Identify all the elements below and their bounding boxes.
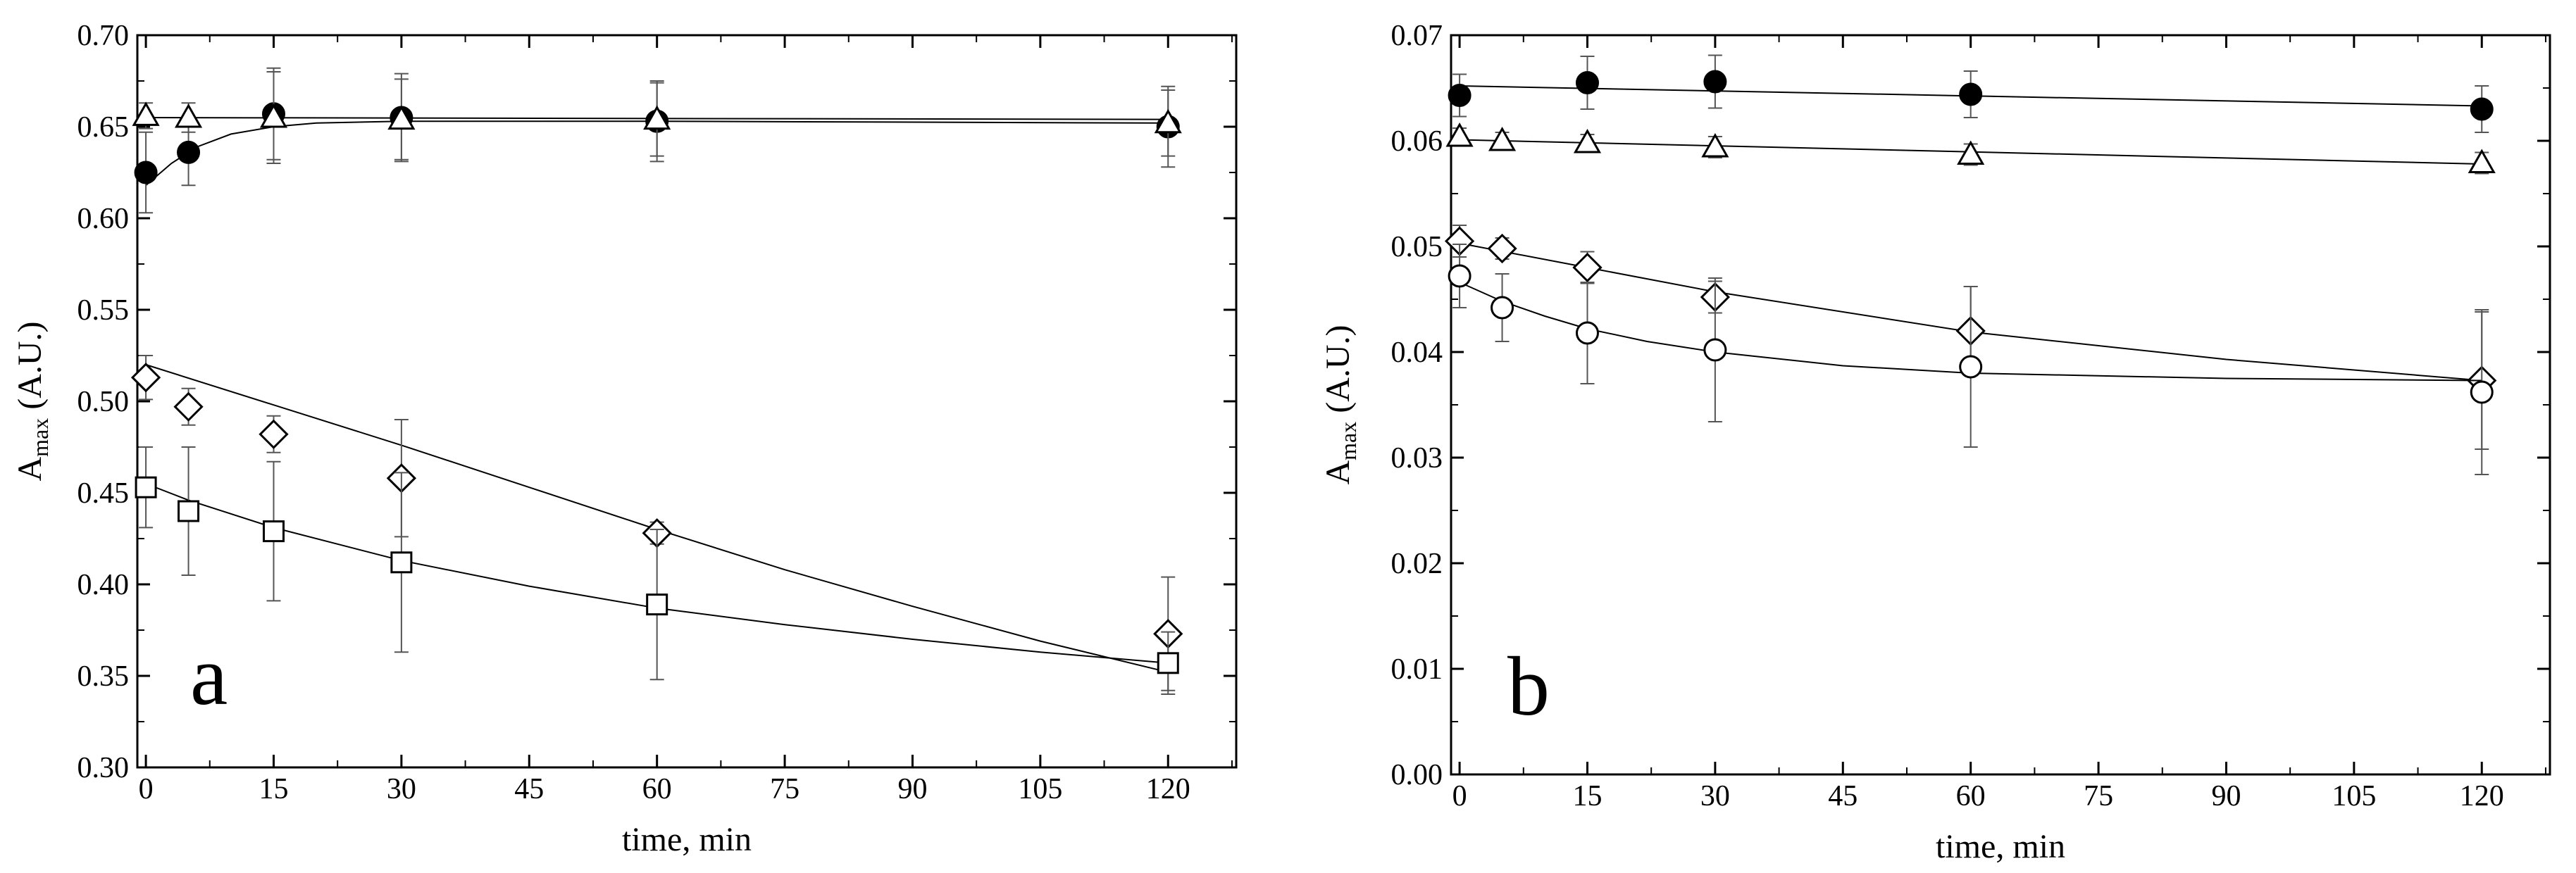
x-axis-title: time, min	[622, 821, 752, 858]
y-tick-label: 0.07	[1391, 20, 1443, 52]
data-point	[2470, 380, 2494, 404]
x-tick-label: 0	[139, 773, 154, 805]
data-point	[1491, 296, 1514, 320]
y-tick-label: 0.03	[1391, 442, 1443, 475]
x-tick-label: 90	[897, 773, 927, 805]
series-3	[135, 446, 1179, 695]
data-point	[1575, 71, 1599, 94]
x-tick-label: 45	[1828, 780, 1858, 812]
fit-curve	[1459, 282, 2482, 382]
data-point	[1703, 70, 1727, 94]
data-point	[130, 363, 161, 393]
panel-label: a	[190, 629, 228, 722]
data-point	[132, 101, 160, 126]
y-tick-label: 0.60	[77, 203, 130, 235]
y-tick-label: 0.70	[77, 20, 130, 52]
series-3	[1448, 244, 2494, 475]
data-point	[1448, 264, 1471, 288]
y-axis-title: Amax (A.U.)	[1319, 325, 1361, 484]
data-point	[2468, 149, 2496, 173]
data-point	[2470, 97, 2494, 121]
y-tick-label: 0.04	[1391, 337, 1443, 369]
data-point	[1448, 84, 1471, 107]
data-point	[259, 103, 288, 128]
x-tick-label: 15	[1572, 780, 1602, 812]
data-point	[1572, 252, 1603, 283]
x-tick-label: 75	[770, 773, 799, 805]
data-point	[1487, 233, 1517, 264]
y-axis-title-subscript: max	[1336, 422, 1361, 460]
data-point	[262, 520, 285, 543]
y-tick-label: 0.06	[1391, 125, 1443, 158]
fit-curve	[1459, 242, 2482, 382]
y-tick-label: 0.40	[77, 569, 130, 601]
y-axis-title-unit: (A.U.)	[1319, 325, 1357, 421]
data-point	[1959, 355, 1983, 379]
y-tick-label: 0.30	[77, 752, 130, 784]
x-tick-label: 30	[387, 773, 416, 805]
fit-curve	[145, 483, 1169, 664]
data-point	[643, 105, 671, 130]
x-tick-label: 120	[1146, 773, 1190, 805]
data-point	[1573, 128, 1602, 153]
series-0	[1448, 54, 2494, 133]
y-axis-title-main: A	[1319, 460, 1357, 485]
x-tick-label: 90	[2211, 780, 2241, 812]
data-point	[1701, 132, 1729, 158]
x-tick-label: 0	[1452, 780, 1467, 812]
series-1	[132, 71, 1182, 164]
data-point	[259, 419, 289, 449]
y-axis-title: Amax (A.U.)	[11, 321, 53, 481]
x-tick-label: 15	[259, 773, 288, 805]
data-point	[1959, 82, 1983, 106]
data-point	[134, 161, 158, 184]
data-point	[1703, 338, 1727, 362]
data-point	[173, 391, 204, 422]
panel-label: b	[1507, 639, 1550, 733]
y-tick-label: 0.02	[1391, 548, 1443, 580]
data-point	[174, 103, 203, 128]
series-1	[1445, 122, 2496, 175]
x-tick-label: 105	[1018, 773, 1062, 805]
y-tick-label: 0.05	[1391, 231, 1443, 263]
y-tick-label: 0.01	[1391, 653, 1443, 686]
y-axis-title-subscript: max	[27, 418, 53, 457]
data-point	[135, 476, 157, 498]
y-tick-label: 0.00	[1391, 759, 1443, 791]
y-tick-label: 0.65	[77, 111, 130, 144]
x-tick-label: 30	[1700, 780, 1730, 812]
series-2	[130, 355, 1183, 691]
x-tick-label: 75	[2084, 780, 2113, 812]
data-point	[646, 593, 668, 616]
data-point	[177, 140, 201, 164]
data-point	[178, 500, 200, 522]
data-point	[387, 105, 416, 130]
y-tick-label: 0.45	[77, 477, 130, 510]
data-point	[1575, 321, 1599, 345]
x-tick-label: 105	[2332, 780, 2376, 812]
data-point	[1488, 126, 1517, 151]
x-tick-label: 60	[642, 773, 672, 805]
x-tick-label: 120	[2460, 780, 2504, 812]
data-point	[1957, 140, 1985, 165]
plot-frame	[1450, 34, 2551, 776]
data-point	[390, 551, 413, 574]
y-axis-title-main: A	[11, 457, 49, 482]
chart-panel-a: 0 15 30 45 60 75 90 105 120 0.30 0.35 0.40 0.45 0.50 0…	[11, 20, 1238, 858]
y-axis-title-unit: (A.U.)	[11, 321, 49, 417]
data-point	[1157, 652, 1179, 674]
data-point	[1445, 122, 1474, 147]
plot-frame	[136, 34, 1238, 769]
y-tick-label: 0.55	[77, 294, 130, 327]
chart-panel-b: 0 15 30 45 60 75 90 105 120 0.00 0.01 0.02 0.03 0.04 0…	[1319, 20, 2551, 865]
y-tick-label: 0.35	[77, 660, 130, 693]
x-tick-label: 60	[1956, 780, 1986, 812]
y-tick-label: 0.50	[77, 386, 130, 418]
x-tick-label: 45	[514, 773, 544, 805]
data-point	[1154, 108, 1182, 134]
x-axis-title: time, min	[1936, 828, 2065, 865]
